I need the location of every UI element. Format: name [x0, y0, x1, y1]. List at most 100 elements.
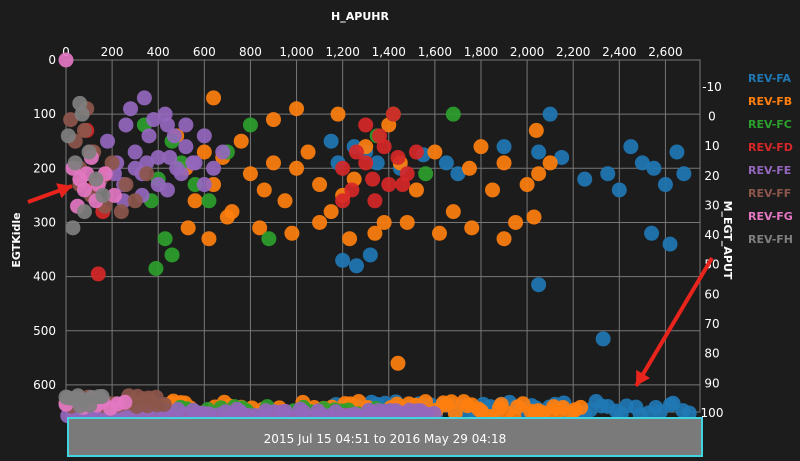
- data-point: [141, 128, 157, 144]
- data-point: [63, 112, 79, 128]
- data-point: [335, 193, 351, 209]
- data-point: [219, 209, 235, 225]
- series-rev-fh: [58, 95, 111, 414]
- legend-entry: REV-FE: [748, 164, 791, 177]
- data-point: [554, 149, 570, 165]
- x-tick-label: 2,600: [648, 45, 682, 59]
- data-point: [173, 166, 189, 182]
- data-point: [508, 214, 524, 230]
- data-point: [76, 122, 92, 138]
- data-point: [519, 177, 535, 193]
- data-point: [367, 225, 383, 241]
- data-point: [76, 204, 92, 220]
- data-point: [681, 405, 697, 421]
- y-tick-label: 600: [33, 378, 56, 392]
- data-point: [300, 144, 316, 160]
- data-point: [473, 139, 489, 155]
- data-point: [344, 182, 360, 198]
- data-point: [256, 182, 272, 198]
- legend-entry: REV-FD: [748, 141, 793, 154]
- y-tick-label: 100: [33, 107, 56, 121]
- annotation-arrow-shaft: [634, 256, 714, 388]
- legend-entry: REV-FA: [748, 72, 792, 85]
- y2-tick-label: 30: [704, 198, 719, 212]
- y-tick-label: 300: [33, 215, 56, 229]
- legend: REV-FA REV-FB REV-FC REV-FD REV-FE REV-FF REV-…: [748, 72, 793, 246]
- data-point: [157, 231, 173, 247]
- data-point: [358, 155, 374, 171]
- x-tick-label: 400: [147, 45, 170, 59]
- data-point: [104, 155, 120, 171]
- data-point: [496, 231, 512, 247]
- data-point: [450, 166, 466, 182]
- time-range-bar[interactable]: [67, 417, 703, 457]
- data-point: [662, 236, 678, 252]
- data-point: [634, 155, 650, 171]
- data-point: [595, 331, 611, 347]
- data-point: [72, 95, 88, 111]
- data-point: [485, 182, 501, 198]
- data-point: [164, 247, 180, 263]
- data-point: [445, 204, 461, 220]
- data-point: [447, 405, 463, 421]
- data-point: [252, 220, 268, 236]
- data-point: [150, 149, 166, 165]
- annotation-arrow-head: [636, 369, 651, 386]
- y2-tick-label: 0: [708, 109, 716, 123]
- data-point: [669, 144, 685, 160]
- x-tick-label: 200: [101, 45, 124, 59]
- data-point: [157, 106, 173, 122]
- time-range-brush[interactable]: 2015 Jul 15 04:51 to 2016 May 29 04:18: [67, 417, 703, 457]
- y-tick-label: 400: [33, 270, 56, 284]
- data-point: [577, 171, 593, 187]
- y2-tick-label: 100: [701, 406, 724, 420]
- data-point: [372, 128, 388, 144]
- data-point: [348, 258, 364, 274]
- data-point: [431, 225, 447, 241]
- data-point: [657, 177, 673, 193]
- data-point: [358, 117, 374, 133]
- legend-entry: REV-FB: [748, 95, 792, 108]
- data-point: [118, 177, 134, 193]
- data-point: [159, 182, 175, 198]
- data-point: [65, 220, 81, 236]
- data-point: [118, 117, 134, 133]
- data-point: [67, 155, 83, 171]
- y2-axis-title: M_EGT_APUT: [721, 201, 734, 280]
- x-tick-label: 1,400: [372, 45, 406, 59]
- data-point: [201, 231, 217, 247]
- x-axis-title: H_APUHR: [331, 10, 389, 23]
- data-point: [390, 149, 406, 165]
- legend-entry: REV-FF: [748, 187, 791, 200]
- y2-tick-label: 40: [704, 228, 719, 242]
- y-tick-label: 200: [33, 161, 56, 175]
- data-point: [573, 399, 589, 415]
- x-tick-label: 800: [239, 45, 262, 59]
- y-tick-label: 0: [48, 53, 56, 67]
- data-point: [95, 187, 111, 203]
- y2-tick-label: 20: [704, 169, 719, 183]
- data-point: [196, 128, 212, 144]
- data-point: [531, 277, 547, 293]
- data-point: [542, 106, 558, 122]
- y2-tick-label: 10: [704, 139, 719, 153]
- data-point: [646, 160, 662, 176]
- y2-tick-label: -10: [702, 80, 722, 94]
- data-point: [60, 128, 76, 144]
- data-point: [81, 144, 97, 160]
- data-point: [399, 214, 415, 230]
- data-point: [166, 128, 182, 144]
- data-point: [385, 106, 401, 122]
- y-axis-title: EGTKidle: [10, 212, 23, 267]
- data-point: [88, 171, 104, 187]
- time-range-label: 2015 Jul 15 04:51 to 2016 May 29 04:18: [264, 432, 507, 446]
- x-tick-label: 2,400: [602, 45, 636, 59]
- data-point: [146, 112, 162, 128]
- data-point: [408, 144, 424, 160]
- data-point: [496, 155, 512, 171]
- data-point: [117, 394, 133, 410]
- data-point: [542, 155, 558, 171]
- data-point: [335, 252, 351, 268]
- data-point: [113, 204, 129, 220]
